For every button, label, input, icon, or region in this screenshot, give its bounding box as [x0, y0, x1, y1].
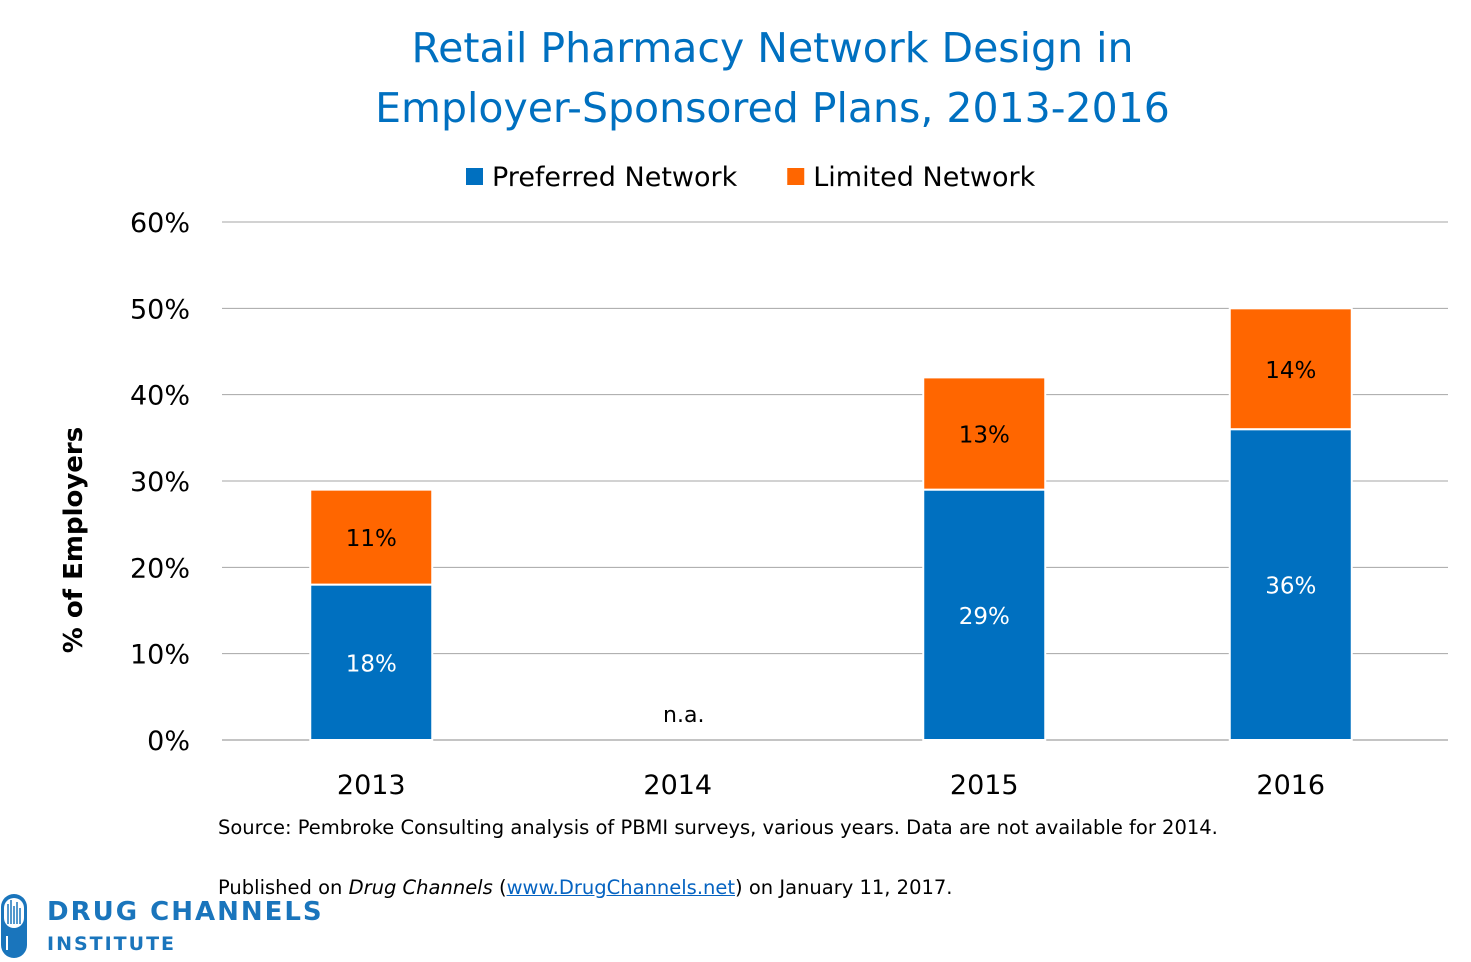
title-line-2: Employer-Sponsored Plans, 2013-2016 — [375, 84, 1170, 132]
data-label: 14% — [1265, 358, 1316, 384]
logo-line-2: INSTITUTE — [47, 933, 177, 955]
data-label: 11% — [346, 526, 397, 552]
pill-logo-icon — [1, 894, 27, 958]
bar-segment — [1228, 307, 1353, 431]
x-tick-label: 2013 — [337, 770, 406, 801]
bar-segment — [309, 488, 434, 586]
legend-swatch — [466, 168, 483, 185]
y-tick-label: 60% — [130, 208, 190, 239]
chart-title: Retail Pharmacy Network Design in Employ… — [0, 18, 1471, 138]
title-line-1: Retail Pharmacy Network Design in — [411, 24, 1134, 72]
data-label: 13% — [959, 423, 1010, 449]
paren-open: ( — [492, 876, 507, 899]
published-prefix: Published on — [218, 876, 349, 899]
y-tick-label: 0% — [147, 726, 190, 757]
y-tick-label: 30% — [130, 467, 190, 498]
legend-swatch — [787, 168, 805, 185]
y-tick-label: 50% — [130, 294, 190, 325]
na-annotation: n.a. — [663, 703, 704, 728]
y-tick-label: 40% — [130, 381, 190, 412]
data-label: 29% — [959, 604, 1010, 630]
x-tick-label: 2015 — [950, 770, 1019, 801]
x-tick-label: 2014 — [643, 770, 712, 801]
source-note: Source: Pembroke Consulting analysis of … — [218, 816, 1218, 839]
data-label: 36% — [1265, 574, 1316, 600]
bar-segment — [309, 583, 434, 741]
y-tick-label: 20% — [130, 553, 190, 584]
bar-segment — [922, 488, 1047, 741]
y-tick-label: 10% — [130, 640, 190, 671]
drugchannels-link[interactable]: www.DrugChannels.net — [506, 876, 736, 899]
legend-label: Preferred Network — [492, 162, 738, 193]
x-tick-label: 2016 — [1256, 770, 1325, 801]
published-note: Published on Drug Channels (www.DrugChan… — [218, 876, 952, 899]
legend-label: Limited Network — [813, 162, 1035, 193]
logo-line-1: DRUG CHANNELS — [47, 897, 324, 927]
publication-name: Drug Channels — [348, 876, 493, 899]
bar-segment — [922, 376, 1047, 491]
y-axis-label: % of Employers — [59, 427, 89, 653]
bar-segment — [1228, 428, 1353, 741]
published-suffix: ) on January 11, 2017. — [735, 876, 953, 899]
data-label: 18% — [346, 651, 397, 677]
